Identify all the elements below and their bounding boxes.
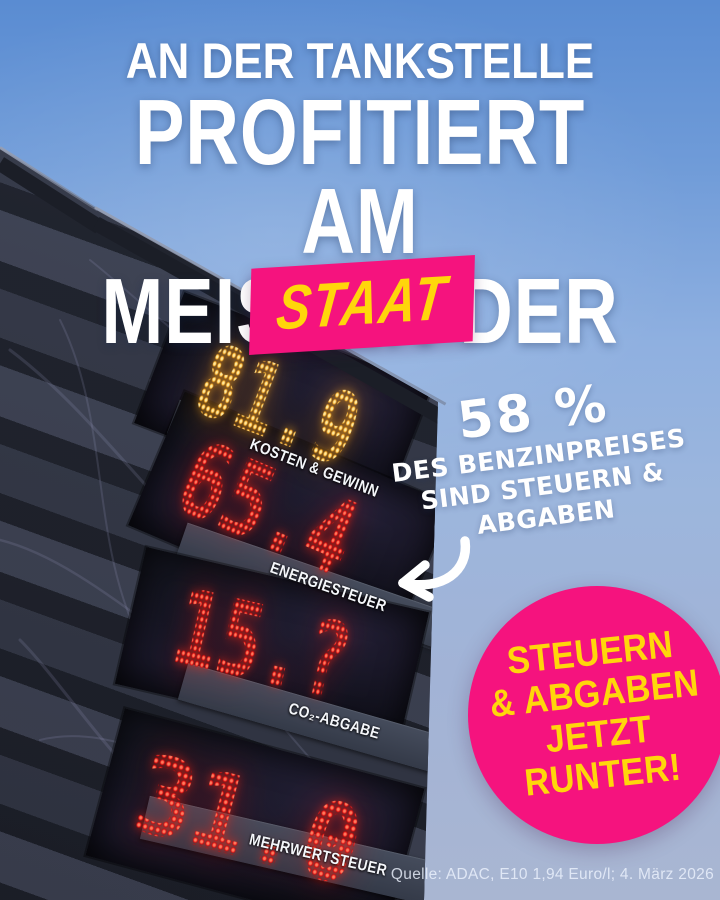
staat-highlight-box: STAAT	[249, 255, 475, 355]
badge-circle: STEUERN & ABGABEN JETZT RUNTER!	[468, 586, 720, 844]
headline-line-1: PROFITIERT AM	[134, 80, 586, 274]
source-note: Quelle: ADAC, E10 1,94 Euro/l; 4. März 2…	[390, 866, 714, 883]
badge-text: STEUERN & ABGABEN JETZT RUNTER!	[472, 621, 720, 809]
headline-kicker: AN DER TANKSTELLE	[125, 33, 595, 89]
curved-arrow-icon	[398, 536, 471, 602]
staat-highlight-word: STAAT	[273, 262, 451, 343]
